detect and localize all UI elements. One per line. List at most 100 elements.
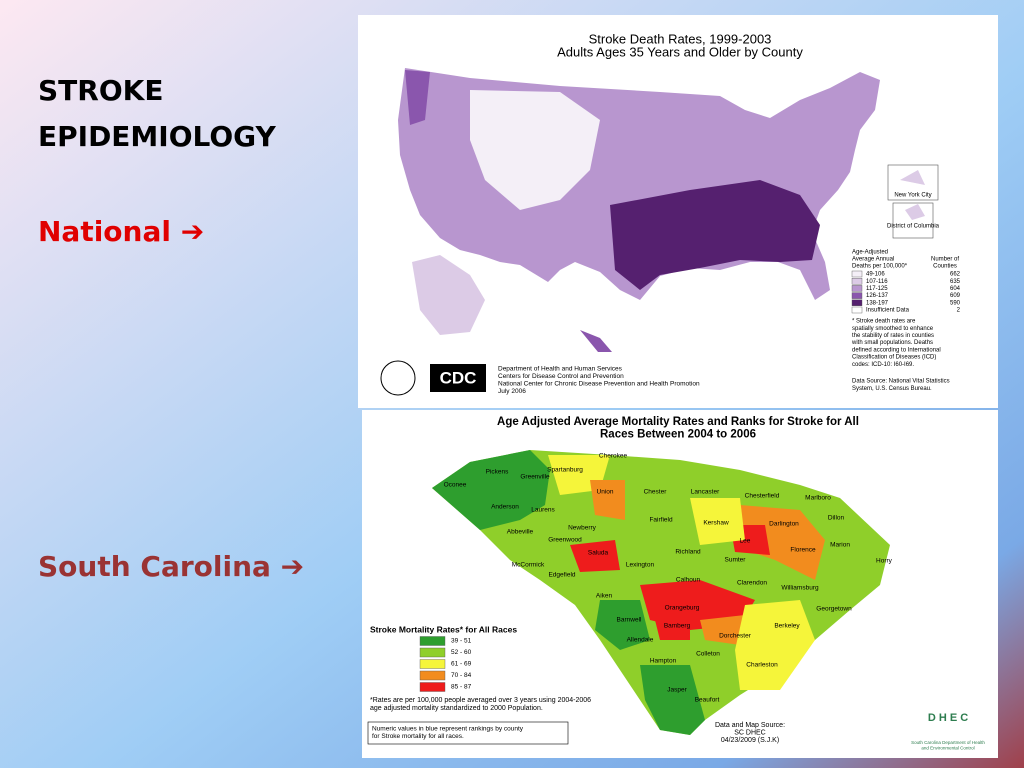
- low-region: [470, 90, 600, 210]
- us-note: Classification of Diseases (ICD): [852, 355, 936, 361]
- county-label: Marlboro: [805, 495, 831, 502]
- alaska: [412, 255, 485, 335]
- county-label: Fairfield: [649, 517, 673, 524]
- legend-swatch: [419, 670, 446, 681]
- sc-union: [590, 480, 625, 520]
- sc-upstate: [432, 450, 550, 530]
- sc-charleston: [735, 600, 815, 690]
- nyc-shape: [900, 170, 925, 185]
- legend-label: 49-106: [866, 272, 885, 278]
- county-label: Calhoun: [676, 577, 701, 584]
- us-subtitle: Adults Ages 35 Years and Older by County: [557, 44, 803, 59]
- county-label: Chester: [644, 489, 668, 496]
- legend-count: 2: [957, 308, 961, 314]
- legend-count: 635: [950, 279, 961, 285]
- sc-saluda: [570, 540, 620, 572]
- legend-label: 61 - 69: [451, 661, 472, 668]
- county-label: Orangeburg: [665, 605, 700, 612]
- county-label: Saluda: [588, 550, 609, 557]
- us-note: * Stroke death rates are: [852, 319, 916, 325]
- county-label: Edgefield: [548, 572, 575, 579]
- legend-count: 609: [950, 293, 961, 299]
- northwest: [405, 70, 430, 125]
- legend-swatch: [851, 299, 863, 306]
- county-label: Florence: [790, 547, 816, 554]
- county-label: Chesterfield: [745, 493, 780, 500]
- cdc-logo: CDC: [440, 368, 477, 387]
- county-label: Dorchester: [719, 633, 752, 640]
- sc-dorchester: [700, 615, 745, 645]
- legend-label: 126-137: [866, 293, 889, 299]
- legend-swatch: [851, 278, 863, 285]
- legend-heading: Deaths per 100,000*: [852, 264, 908, 270]
- legend-label: 85 - 87: [451, 684, 472, 691]
- county-label: Sumter: [725, 557, 747, 564]
- county-label: Hampton: [650, 658, 677, 665]
- county-label: McCormick: [512, 562, 545, 569]
- county-label: Beaufort: [695, 697, 720, 704]
- legend-label: 52 - 60: [451, 649, 472, 656]
- legend-label: 107-116: [866, 279, 888, 285]
- county-label: Greenwood: [548, 537, 582, 544]
- county-label: Lee: [740, 538, 751, 545]
- county-label: Lexington: [626, 562, 655, 569]
- legend-heading: Age-Adjusted: [852, 250, 888, 256]
- sc-footnote: *Rates are per 100,000 people averaged o…: [370, 697, 591, 704]
- legend-count: 604: [950, 286, 961, 292]
- county-label: Jasper: [667, 687, 687, 694]
- county-label: Laurens: [531, 507, 555, 514]
- county-label: Pickens: [486, 469, 510, 476]
- county-label: Berkeley: [774, 623, 800, 630]
- sc-bamberg: [655, 620, 690, 640]
- county-label: Williamsburg: [781, 585, 819, 592]
- county-label: Spartanburg: [547, 467, 583, 474]
- sc-label: South Carolina ➔: [38, 550, 304, 583]
- legend-swatch: [851, 306, 863, 314]
- national-label: National ➔: [38, 215, 204, 248]
- county-label: Aiken: [596, 593, 613, 600]
- legend-count-heading: Counties: [933, 264, 957, 270]
- hawaii: [580, 330, 612, 352]
- county-label: Bamberg: [664, 623, 691, 630]
- stroke-belt: [610, 180, 820, 290]
- legend-count: 590: [950, 300, 961, 306]
- legend-heading: Average Annual: [852, 257, 894, 263]
- us-shapes: [380, 68, 939, 396]
- county-label: Anderson: [491, 504, 519, 511]
- us-agency: National Center for Chronic Disease Prev…: [498, 381, 700, 388]
- us-source: System, U.S. Census Bureau.: [852, 386, 932, 392]
- us-note: the stability of rates in counties: [852, 333, 934, 339]
- inset-label: District of Columbia: [887, 224, 940, 230]
- us-agency: Centers for Disease Control and Preventi…: [498, 373, 624, 380]
- legend-label: 117-125: [866, 286, 888, 292]
- legend-swatch: [419, 636, 446, 646]
- county-label: Cherokee: [599, 453, 628, 460]
- sc-title: Races Between 2004 to 2006: [600, 429, 756, 441]
- legend-swatch: [851, 285, 863, 292]
- sc-footnote: age adjusted mortality standardized to 2…: [370, 705, 543, 712]
- sc-source: Data and Map Source:: [715, 722, 785, 729]
- legend-label: 39 - 51: [451, 638, 472, 645]
- county-label: Barnwell: [617, 617, 642, 624]
- us-agency: July 2006: [498, 388, 526, 395]
- county-label: Georgetown: [816, 606, 852, 613]
- dc-shape: [905, 204, 925, 220]
- us-note: with small populations. Deaths: [851, 340, 933, 346]
- legend-label: Insufficient Data: [866, 308, 910, 314]
- sc-aiken: [595, 600, 650, 650]
- county-label: Richland: [675, 549, 701, 556]
- county-label: Charleston: [746, 662, 778, 669]
- sc-kershaw: [690, 498, 745, 545]
- county-label: Union: [597, 489, 614, 496]
- us-note: codes: ICD-10: I60-I69.: [852, 362, 914, 368]
- slide-title: EPIDEMIOLOGY: [38, 120, 277, 153]
- legend-count: 662: [950, 272, 961, 278]
- county-label: Greenville: [520, 474, 550, 481]
- us-note: spatially smoothed to enhance: [852, 326, 934, 332]
- county-label: Newberry: [568, 525, 597, 532]
- sc-shapes: [432, 450, 890, 735]
- legend-count-heading: Number of: [931, 257, 959, 263]
- dhec-logo: D H E C: [928, 712, 968, 724]
- legend-label: 70 - 84: [451, 672, 472, 679]
